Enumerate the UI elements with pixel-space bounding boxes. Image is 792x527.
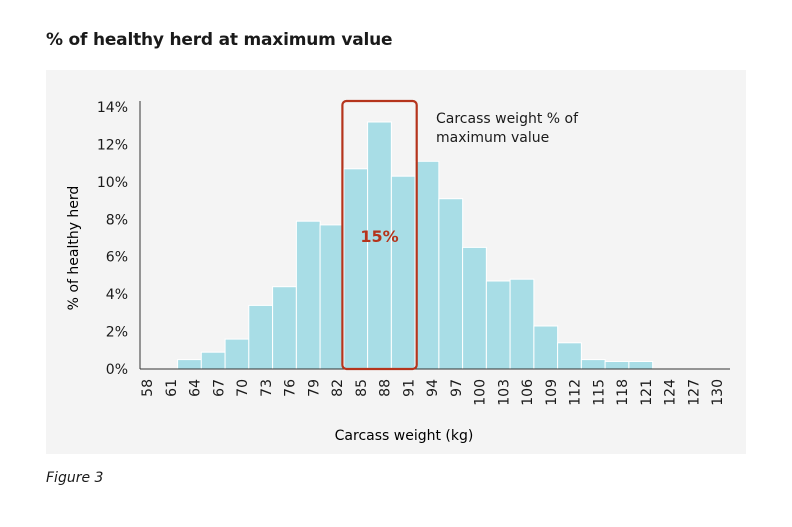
x-tick-label: 130 xyxy=(710,379,726,406)
highlight-percent-label: 15% xyxy=(360,227,398,246)
x-tick-label: 61 xyxy=(164,379,180,397)
x-tick-label: 73 xyxy=(259,379,275,397)
chart-title: % of healthy herd at maximum value xyxy=(46,30,393,50)
bar-67 xyxy=(200,351,226,370)
x-tick-label: 85 xyxy=(354,379,370,397)
x-tick-label: 76 xyxy=(283,379,299,397)
bar-94 xyxy=(414,160,440,370)
x-tick-label: 88 xyxy=(378,379,394,397)
bar-109 xyxy=(533,325,559,370)
bar-115 xyxy=(580,359,606,370)
highlight-box xyxy=(341,99,418,371)
y-axis-label: % of healthy herd xyxy=(66,186,82,311)
highlight-group: 15% Carcass weight % of maximum value xyxy=(341,99,579,371)
x-tick-label: 94 xyxy=(425,379,441,397)
x-tick-label: 97 xyxy=(449,379,465,397)
bar-91 xyxy=(390,175,416,370)
highlight-annotation-line: Carcass weight % of xyxy=(436,111,579,127)
bar-121 xyxy=(628,361,654,370)
bar-103 xyxy=(485,280,511,370)
bar-73 xyxy=(248,304,274,370)
bar-112 xyxy=(557,342,582,370)
figure-caption: Figure 3 xyxy=(46,470,104,486)
bar-79 xyxy=(295,220,321,370)
bar-85 xyxy=(343,168,369,370)
x-axis-label: Carcass weight (kg) xyxy=(335,428,474,444)
bar-106 xyxy=(509,278,535,370)
x-tick-label: 58 xyxy=(140,379,156,397)
x-tick-label: 118 xyxy=(615,379,631,406)
y-tick-label: 0% xyxy=(106,362,128,378)
highlight-annotation-line: maximum value xyxy=(436,130,549,146)
x-tick-label: 109 xyxy=(544,379,560,406)
x-tick-label: 124 xyxy=(663,379,679,406)
x-tick-label: 103 xyxy=(496,379,512,406)
bars-group xyxy=(177,121,654,370)
x-tick-label: 67 xyxy=(211,379,227,397)
y-tick-label: 8% xyxy=(106,212,128,228)
bar-64 xyxy=(177,359,202,370)
x-tick-label: 115 xyxy=(591,379,607,406)
bar-76 xyxy=(272,286,297,370)
x-tick-label: 91 xyxy=(401,379,417,397)
bar-118 xyxy=(604,361,630,370)
x-tick-label: 79 xyxy=(306,379,322,397)
x-tick-label: 127 xyxy=(686,379,702,406)
y-tick-label: 14% xyxy=(97,100,128,116)
bar-82 xyxy=(319,224,345,370)
bar-100 xyxy=(462,246,487,370)
x-tick-label: 112 xyxy=(568,379,584,406)
y-axis: 0% 2% 4% 6% 8% 10% 12% 14% xyxy=(97,100,141,378)
y-tick-label: 12% xyxy=(97,137,128,153)
bar-70 xyxy=(224,338,250,370)
x-tick-label: 82 xyxy=(330,379,346,397)
y-tick-label: 6% xyxy=(106,250,128,266)
x-axis: 58 61 64 67 70 73 76 79 82 85 88 91 94 97 100 103 106 109… xyxy=(140,368,730,406)
y-tick-label: 10% xyxy=(97,175,128,191)
bar-97 xyxy=(438,198,464,370)
y-tick-label: 4% xyxy=(106,287,128,303)
x-tick-label: 100 xyxy=(473,379,489,406)
x-tick-label: 64 xyxy=(188,379,204,397)
y-tick-label: 2% xyxy=(106,325,128,341)
x-tick-label: 106 xyxy=(520,379,536,406)
x-tick-label: 70 xyxy=(235,379,251,397)
x-tick-label: 121 xyxy=(639,379,655,406)
